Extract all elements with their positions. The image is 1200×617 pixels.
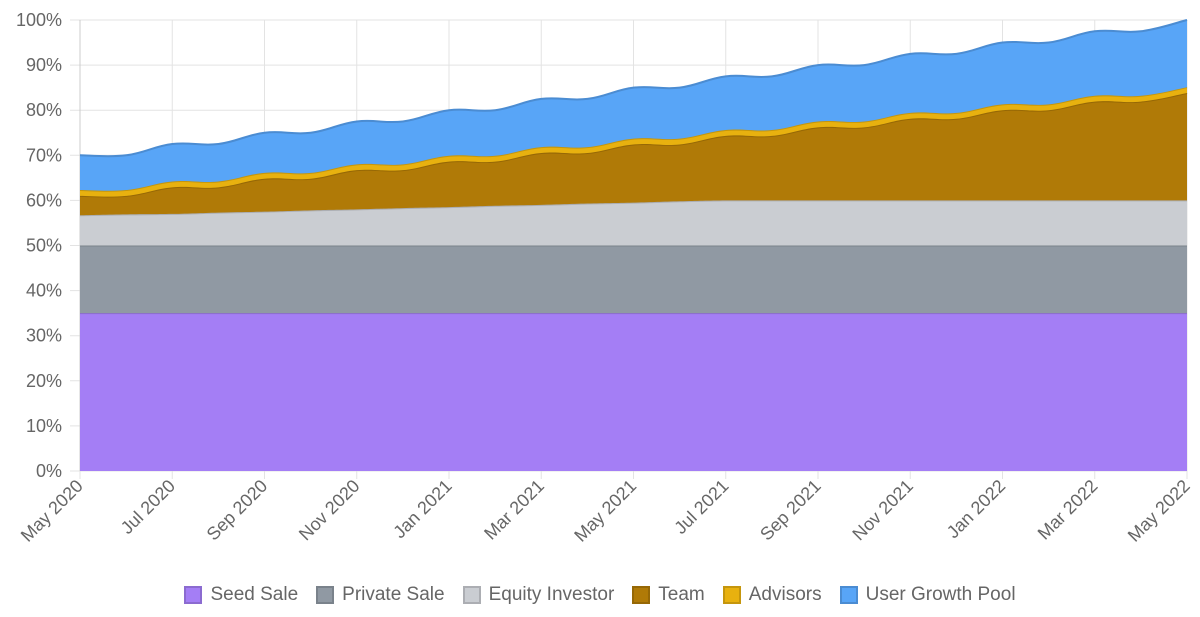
y-tick-label: 40% xyxy=(26,281,62,301)
legend-label: Seed Sale xyxy=(210,584,299,605)
x-tick-label: Jul 2020 xyxy=(117,476,179,538)
x-tick-label: May 2021 xyxy=(570,476,640,546)
legend-item-equity-investor[interactable]: Equity Investor xyxy=(462,584,615,606)
areas xyxy=(79,19,1188,471)
area-user-growth-pool xyxy=(80,20,1187,191)
y-tick-label: 10% xyxy=(26,416,62,436)
legend-item-seed-sale[interactable]: Seed Sale xyxy=(184,584,298,606)
legend-label: Team xyxy=(658,584,705,605)
legend-swatch xyxy=(632,586,651,604)
legend-label: Advisors xyxy=(748,584,822,605)
x-tick-label: Jan 2021 xyxy=(389,476,456,543)
legend-swatch xyxy=(316,586,335,604)
x-axis: May 2020 Jul 2020 Sep 2020 Nov 2020 Jan 2021… xyxy=(17,476,1194,546)
x-tick-label: Mar 2022 xyxy=(1034,476,1102,544)
x-tick-label: Jan 2022 xyxy=(943,476,1010,543)
y-tick-label: 100% xyxy=(16,10,62,30)
legend-swatch xyxy=(722,586,741,604)
area-private-sale xyxy=(80,245,1187,314)
x-tick-label: May 2020 xyxy=(17,476,87,546)
line-user-growth-pool xyxy=(79,19,1188,158)
x-tick-label: Nov 2020 xyxy=(295,476,364,545)
stacked-area-chart: 0% 10% 20% 30% 40% 50% 60% 70% 80% 90% 100% May 20… xyxy=(16,10,1194,546)
legend-label: Private Sale xyxy=(342,584,445,605)
legend-item-advisors[interactable]: Advisors xyxy=(722,584,822,606)
x-tick-label: Nov 2021 xyxy=(848,476,917,545)
y-tick-label: 0% xyxy=(36,461,62,481)
y-tick-label: 90% xyxy=(26,55,62,75)
legend-item-private-sale[interactable]: Private Sale xyxy=(316,584,445,606)
y-tick-label: 30% xyxy=(26,326,62,346)
legend-swatch xyxy=(839,586,858,604)
y-axis: 0% 10% 20% 30% 40% 50% 60% 70% 80% 90% 100% xyxy=(16,10,62,481)
area-seed-sale xyxy=(80,313,1187,471)
x-tick-label: Sep 2021 xyxy=(756,476,825,545)
y-tick-label: 80% xyxy=(26,100,62,120)
y-tick-label: 50% xyxy=(26,236,62,256)
x-tick-label: May 2022 xyxy=(1124,476,1194,546)
x-tick-label: Sep 2020 xyxy=(203,476,272,545)
area-team xyxy=(80,93,1187,216)
legend-item-team[interactable]: Team xyxy=(632,584,705,606)
x-tick-label: Jul 2021 xyxy=(670,476,732,538)
y-tick-label: 20% xyxy=(26,371,62,391)
area-equity-investor xyxy=(80,200,1187,246)
legend-swatch xyxy=(462,586,481,604)
x-tick-label: Mar 2021 xyxy=(480,476,548,544)
legend-label: User Growth Pool xyxy=(865,584,1016,605)
legend: Seed Sale Private Sale Equity Investor Team… xyxy=(0,584,1200,606)
legend-item-user-growth-pool[interactable]: User Growth Pool xyxy=(839,584,1016,606)
y-tick-label: 60% xyxy=(26,190,62,210)
legend-label: Equity Investor xyxy=(488,584,615,605)
legend-swatch xyxy=(184,586,203,604)
y-tick-label: 70% xyxy=(26,145,62,165)
area-advisors xyxy=(80,87,1187,197)
